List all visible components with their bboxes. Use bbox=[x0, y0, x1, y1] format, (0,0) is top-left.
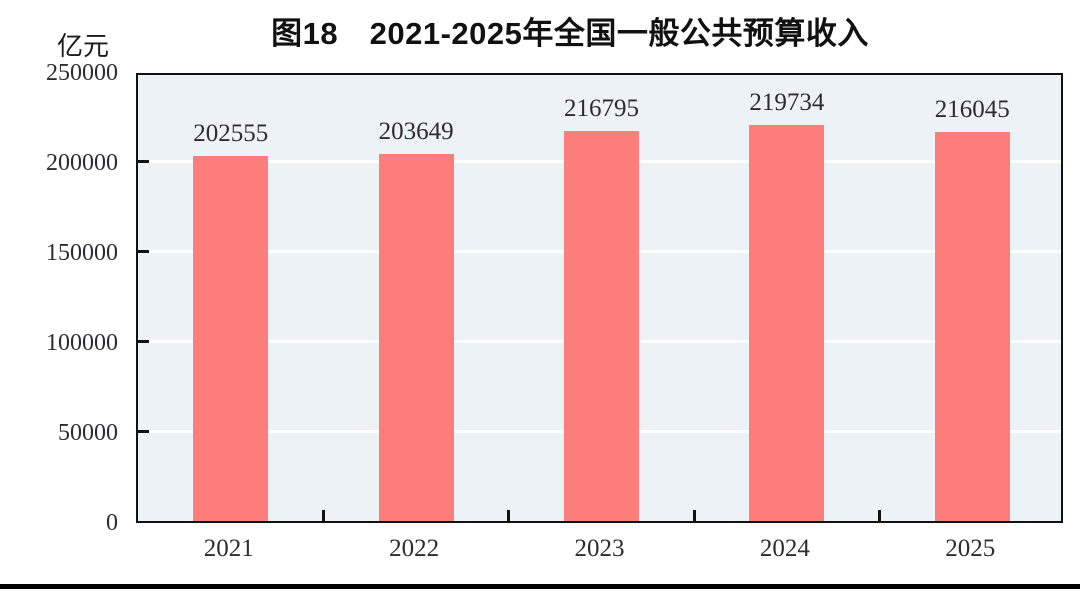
y-axis-tick-label: 200000 bbox=[46, 150, 118, 176]
x-axis-tick-label: 2022 bbox=[389, 535, 440, 562]
bar bbox=[564, 130, 639, 521]
y-axis-tick-label: 50000 bbox=[58, 420, 118, 446]
bar bbox=[934, 132, 1010, 521]
y-axis-tick-label: 100000 bbox=[46, 330, 118, 356]
x-axis-tick-mark bbox=[692, 510, 696, 521]
bar-value-label: 202555 bbox=[193, 120, 269, 148]
x-axis-tick-mark bbox=[507, 510, 511, 521]
page-bottom-divider bbox=[0, 584, 1080, 589]
bar bbox=[749, 125, 825, 521]
bar-value-label: 216045 bbox=[934, 95, 1010, 123]
y-axis-unit-label: 亿元 bbox=[57, 31, 110, 61]
plot-area: 202555 203649 216795 219734 216045 bbox=[136, 73, 1063, 523]
x-axis-tick-label: 2023 bbox=[574, 535, 625, 562]
y-axis-tick-mark bbox=[138, 339, 149, 343]
chart-title: 图18 2021-2025年全国一般公共预算收入 bbox=[271, 16, 869, 51]
y-axis-tick-label: 150000 bbox=[46, 240, 118, 266]
bar-value-label: 203649 bbox=[378, 118, 454, 146]
x-axis-tick-mark bbox=[321, 510, 325, 521]
y-axis-tick-label: 0 bbox=[106, 510, 118, 536]
bar bbox=[193, 156, 269, 521]
bar-value-label: 216795 bbox=[564, 94, 639, 122]
y-axis-tick-mark bbox=[138, 159, 149, 163]
x-axis-tick-mark bbox=[878, 510, 882, 521]
y-axis-tick-label: 250000 bbox=[46, 60, 118, 86]
x-axis-tick-label: 2025 bbox=[945, 535, 996, 562]
x-axis-tick-label: 2021 bbox=[203, 535, 254, 562]
bar-value-label: 219734 bbox=[749, 89, 825, 117]
x-axis-tick-label: 2024 bbox=[759, 535, 810, 562]
y-axis-tick-mark bbox=[138, 429, 149, 433]
bar bbox=[378, 154, 454, 521]
y-axis-tick-mark bbox=[138, 249, 149, 253]
